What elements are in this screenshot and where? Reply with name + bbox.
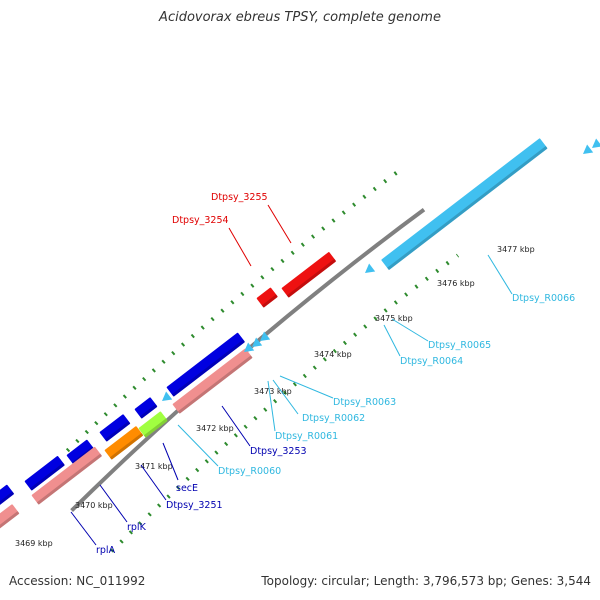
gene-bar-green-group [138, 411, 168, 438]
trna-arrow-6 [583, 144, 594, 154]
gene-label: Dtpsy_R0063 [333, 397, 396, 408]
inner-dotted-track [110, 253, 460, 553]
gene-bar-cyan-large-group [381, 138, 548, 271]
outer-dotted-track [37, 170, 398, 480]
gene-bar-green [138, 411, 168, 438]
gene-bar-pink-1-group [0, 504, 20, 532]
gene-bar-pink-3-shade [177, 355, 253, 414]
trna-arrow-4-group [260, 331, 271, 341]
gene-bar-red-1-group [256, 287, 278, 308]
leader-line [99, 484, 128, 523]
tick-label: 3473 kbp [254, 387, 292, 396]
gene-bar-blue-6-shade [171, 339, 246, 397]
gene-label: rplA [96, 545, 116, 556]
gene-label: Dtpsy_R0060 [218, 466, 281, 477]
gene-bar-red-1 [256, 287, 278, 308]
gene-label: Dtpsy_3253 [250, 446, 307, 457]
gene-label: Dtpsy_R0065 [428, 340, 491, 351]
gene-bar-blue-2 [24, 456, 65, 491]
trna-arrow-5 [365, 263, 376, 273]
gene-bar-blue-5 [134, 397, 158, 419]
trna-arrow-5-group [365, 263, 376, 273]
tick-label: 3475 kbp [375, 314, 413, 323]
gene-bar-blue-3 [66, 439, 94, 465]
tick-label: 3470 kbp [75, 501, 113, 510]
gene-bar-cyan-large-shade [387, 146, 548, 271]
leader-line [391, 318, 429, 342]
tick-label: 3472 kbp [196, 424, 234, 433]
trna-arrow-6-group [583, 144, 594, 154]
tick-label: 3474 kbp [314, 350, 352, 359]
trna-arrow-1 [162, 391, 173, 401]
leader-line [140, 464, 167, 501]
gene-bar-blue-1 [0, 484, 14, 510]
gene-bar-orange-shade [109, 433, 144, 460]
gene-label: Dtpsy_R0066 [512, 293, 575, 304]
gene-label: rplK [127, 522, 147, 533]
gene-bar-pink-2-shade [36, 453, 103, 505]
tick-label: 3469 kbp [15, 539, 53, 548]
leader-line [70, 511, 97, 546]
trna-arrow-3-group [252, 337, 263, 347]
trna-arrow-2 [244, 342, 255, 352]
gene-label: Dtpsy_R0062 [302, 413, 365, 424]
gene-bar-green-shade [143, 418, 168, 438]
gene-bar-blue-6 [166, 332, 245, 397]
gene-bar-blue-5-group [134, 397, 158, 419]
leader-line [383, 324, 401, 357]
gene-bar-red-2 [281, 252, 336, 298]
accession-label: Accession: NC_011992 [9, 574, 146, 588]
gene-bar-blue-1-group [0, 484, 15, 510]
gene-bar-blue-4 [99, 414, 131, 442]
trna-arrow-3 [252, 337, 263, 347]
gene-bar-red-1-shade [261, 294, 278, 308]
gene-bar-cyan-large [381, 138, 548, 270]
tick-label: 3471 kbp [135, 462, 173, 471]
tick-label: 3476 kbp [437, 279, 475, 288]
gene-bar-pink-2 [31, 446, 102, 505]
gene-bar-blue-4-shade [104, 421, 131, 442]
gene-bar-blue-2-shade [29, 462, 65, 491]
gene-label: Dtpsy_R0064 [400, 356, 463, 367]
gene-bar-blue-1-shade [0, 491, 15, 510]
gene-bar-blue-6-group [166, 332, 246, 397]
genome-stats-label: Topology: circular; Length: 3,796,573 bp… [261, 574, 591, 588]
gene-bar-red-2-shade [286, 258, 337, 298]
trna-arrow-1-group [162, 391, 173, 401]
leader-line [177, 424, 219, 467]
leader-line [228, 227, 252, 267]
gene-label: Dtpsy_3255 [211, 192, 268, 203]
map-title: Acidovorax ebreus TPSY, complete genome [159, 10, 441, 25]
leader-line [272, 379, 299, 415]
trna-arrow-2-group [244, 342, 255, 352]
gene-label: Dtpsy_3251 [166, 500, 223, 511]
gene-bar-pink-3 [172, 348, 253, 414]
gene-bar-blue-4-group [99, 414, 131, 442]
trna-arrow-4 [260, 331, 271, 341]
gene-bar-blue-2-group [24, 456, 65, 491]
gene-label: Dtpsy_3254 [172, 215, 229, 226]
gene-bar-pink-3-group [172, 348, 253, 414]
leader-line [162, 442, 179, 481]
gene-label: secE [176, 483, 198, 494]
gene-bar-red-2-group [281, 252, 337, 298]
gene-bar-orange-group [104, 426, 144, 460]
leader-line [487, 254, 513, 295]
leader-line [267, 380, 276, 432]
leader-line [279, 375, 334, 399]
tick-label: 3477 kbp [497, 245, 535, 254]
gene-bar-pink-2-group [31, 446, 103, 505]
gene-bar-blue-5-shade [139, 404, 158, 419]
gene-bar-pink-1-shade [0, 511, 20, 532]
gene-bar-orange [104, 426, 143, 460]
leader-line [221, 405, 251, 447]
gene-bar-pink-1 [0, 504, 20, 532]
leader-line [267, 204, 292, 244]
gene-label: Dtpsy_R0061 [275, 431, 338, 442]
